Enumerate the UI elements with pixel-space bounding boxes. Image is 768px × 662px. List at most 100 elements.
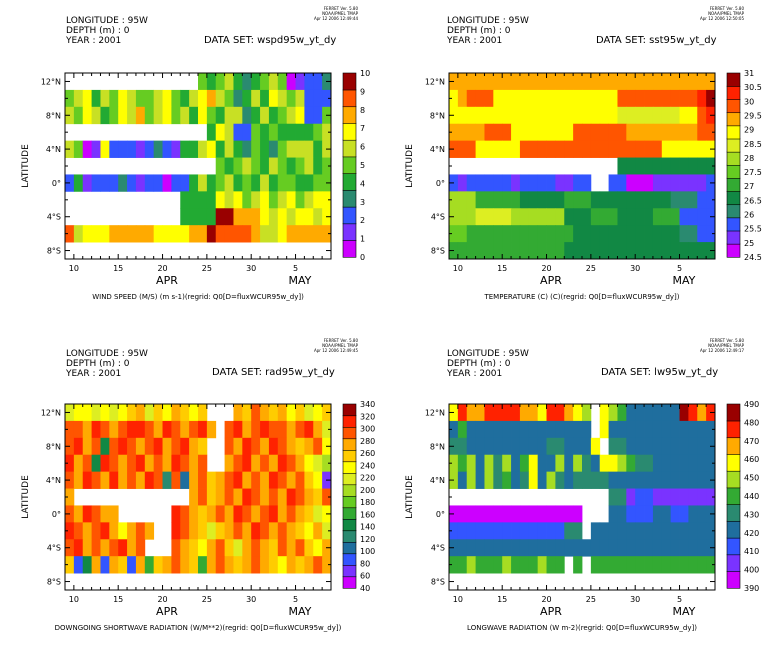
heatmap-cell [153,437,163,456]
heatmap-cell [277,174,288,192]
heatmap-cell [251,471,261,489]
heatmap-cell [573,89,583,108]
heatmap-cell [537,89,547,108]
heatmap-cell [118,437,128,456]
heatmap-cell [233,539,243,557]
heatmap-cell [73,522,84,540]
heatmap-cell [546,140,556,158]
heatmap-cell [511,522,521,540]
heatmap-cell [697,556,707,574]
heatmap-cell [706,157,716,175]
heatmap-cell [652,242,663,260]
heatmap-cell [519,140,530,158]
heatmap-cell [493,208,503,226]
heatmap-cell [626,73,636,91]
heatmap-cell [697,539,707,557]
heatmap-cell [493,556,503,574]
heatmap-cell [206,420,217,439]
y-tick-label: 8°S [47,247,61,256]
heatmap-cell [198,539,208,557]
heatmap-cell [242,471,252,489]
colorbar-label: 280 [360,437,375,446]
heatmap-cell [268,404,279,422]
heatmap-cell [457,225,468,243]
heatmap-cell [457,208,468,226]
heatmap-cell [573,73,583,91]
heatmap-cell [573,539,583,557]
colorbar-swatch [342,507,357,520]
colorbar-swatch [726,420,741,439]
heatmap-cell [511,505,521,523]
x-tick-label: 10 [453,595,463,604]
heatmap-cell [564,89,574,108]
heatmap-cell [295,522,305,540]
heatmap-cell [189,89,199,108]
heatmap-cell [449,225,459,243]
heatmap-cell [528,174,539,192]
stamp-line: FERRET Ver. 5.80 [709,338,744,343]
heatmap-cell [224,420,234,439]
heatmap-cell [617,539,627,557]
heatmap-cell [260,123,270,142]
heatmap-cell [322,225,332,243]
heatmap-cell [475,89,485,108]
heatmap-cell [475,505,485,523]
heatmap-cell [180,191,190,209]
heatmap-cell [537,242,547,260]
colorbar-label: 60 [360,572,370,581]
heatmap-cell [277,522,288,540]
heatmap-cell [171,505,181,523]
heatmap-cell [162,471,172,489]
colorbar-label: 410 [744,547,759,556]
heatmap-cell [617,404,627,422]
heatmap-cell [171,522,181,540]
heatmap-cell [555,174,565,192]
heatmap-cell [215,89,225,108]
heatmap-cell [688,191,698,209]
colorbar-label: 340 [360,400,375,409]
heatmap-cell [251,522,261,540]
heatmap-cell [215,140,225,158]
colorbar-swatch [726,72,741,87]
y-tick-label: 0° [436,179,445,188]
colorbar-label: 9 [360,87,365,96]
heatmap-cell [644,488,654,506]
heatmap-cell [304,556,314,574]
heatmap-cell [661,191,672,209]
heatmap-cell [484,471,494,489]
heatmap-cell [546,106,556,125]
heatmap-cell [109,89,119,108]
heatmap-cell [171,225,181,243]
heatmap-cell [277,73,288,91]
heatmap-cell [475,454,485,473]
heatmap-cell [599,225,609,243]
heatmap-cell [82,556,92,574]
y-tick-label: 0° [52,510,61,519]
heatmap-cell [180,225,190,243]
heatmap-cell [277,123,288,142]
heatmap-cell [511,242,521,260]
heatmap-cell [679,522,689,540]
heatmap-cell [697,208,707,226]
heatmap-cell [617,522,627,540]
heatmap-cell [65,454,75,473]
heatmap-cell [679,106,689,125]
heatmap-cell [519,123,530,142]
heatmap-cell [511,556,521,574]
heatmap-cell [573,404,583,422]
heatmap-cell [224,505,234,523]
heatmap-cell [144,437,155,456]
heatmap-cell [286,471,296,489]
heatmap-cell [242,505,252,523]
heatmap-cell [599,73,609,91]
dataset-label: DATA SET: rad95w_yt_dy [212,367,335,378]
x-tick-label: 15 [113,264,123,273]
heatmap-cell [617,106,627,125]
heatmap-cell [475,191,485,209]
heatmap-cell [652,123,663,142]
heatmap-cell [109,140,119,158]
heatmap-cell [198,73,208,91]
heatmap-cell [286,454,296,473]
heatmap-cell [475,140,485,158]
heatmap-cell [82,454,92,473]
